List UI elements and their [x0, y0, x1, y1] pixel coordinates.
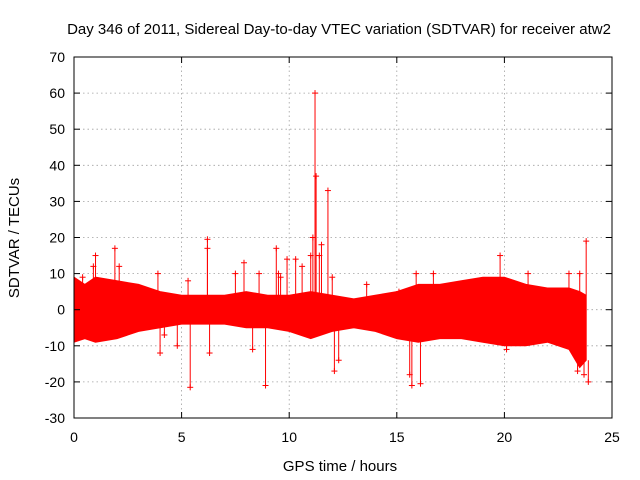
- y-tick-label: 40: [49, 157, 65, 173]
- data-point: [187, 384, 194, 391]
- y-tick-label: 60: [49, 85, 65, 101]
- data-point: [275, 270, 282, 277]
- y-axis-label: SDTVAR / TECUs: [6, 178, 23, 298]
- data-point: [413, 270, 420, 277]
- data-point: [430, 270, 437, 277]
- x-tick-label: 15: [389, 429, 405, 445]
- data-point: [324, 187, 331, 194]
- data-point: [204, 236, 211, 243]
- data-point: [256, 270, 263, 277]
- data-point: [262, 382, 269, 389]
- data-point: [318, 241, 325, 248]
- y-tick-label: 0: [57, 302, 65, 318]
- data-point: [299, 263, 306, 270]
- data-point: [157, 350, 164, 357]
- y-tick-label: 20: [49, 230, 65, 246]
- data-point: [417, 380, 424, 387]
- data-point: [363, 281, 370, 288]
- y-tick-label: 70: [49, 49, 65, 65]
- data-point: [284, 256, 291, 263]
- data-point: [565, 270, 572, 277]
- grid-lines: [74, 57, 612, 418]
- data-point: [525, 270, 532, 277]
- data-point: [581, 371, 588, 378]
- y-tick-label: -10: [45, 338, 65, 354]
- data-band-envelope: [73, 276, 587, 369]
- x-tick-label: 0: [70, 429, 78, 445]
- data-point: [92, 252, 99, 259]
- data-point: [312, 90, 319, 97]
- data-point: [79, 274, 86, 281]
- data-band: [73, 276, 587, 369]
- y-tick-label: 30: [49, 193, 65, 209]
- y-tick-label: -30: [45, 410, 65, 426]
- x-axis-label: GPS time / hours: [283, 458, 397, 475]
- data-point: [161, 331, 168, 338]
- data-point: [116, 263, 123, 270]
- data-point: [273, 245, 280, 252]
- data-point: [585, 378, 592, 385]
- data-point: [497, 252, 504, 259]
- data-point: [206, 350, 213, 357]
- data-point: [241, 259, 248, 266]
- chart-title: Day 346 of 2011, Sidereal Day-to-day VTE…: [67, 21, 611, 38]
- y-tick-label: 10: [49, 266, 65, 282]
- data-point: [232, 270, 239, 277]
- data-point: [313, 173, 320, 180]
- data-point: [277, 274, 284, 281]
- data-point: [154, 270, 161, 277]
- y-tick-label: -20: [45, 374, 65, 390]
- data-point: [335, 357, 342, 364]
- data-point: [185, 277, 192, 284]
- axis-ticks: 0 5 10 15 20 25 -30 -20 -10 0 10 20 30 40 50 60 70: [45, 49, 620, 445]
- data-point: [395, 288, 402, 295]
- data-point: [331, 368, 338, 375]
- data-point: [329, 274, 336, 281]
- data-point: [174, 342, 181, 349]
- data-point: [574, 368, 581, 375]
- data-points: [79, 90, 592, 391]
- data-point: [576, 270, 583, 277]
- y-tick-label: 50: [49, 121, 65, 137]
- x-tick-label: 25: [604, 429, 620, 445]
- data-point: [583, 238, 590, 245]
- data-point: [249, 346, 256, 353]
- data-point: [503, 346, 510, 353]
- x-tick-label: 10: [281, 429, 297, 445]
- data-point: [111, 245, 118, 252]
- data-point: [408, 382, 415, 389]
- x-tick-label: 5: [178, 429, 186, 445]
- x-tick-label: 20: [497, 429, 513, 445]
- data-point: [204, 245, 211, 252]
- data-point: [292, 256, 299, 263]
